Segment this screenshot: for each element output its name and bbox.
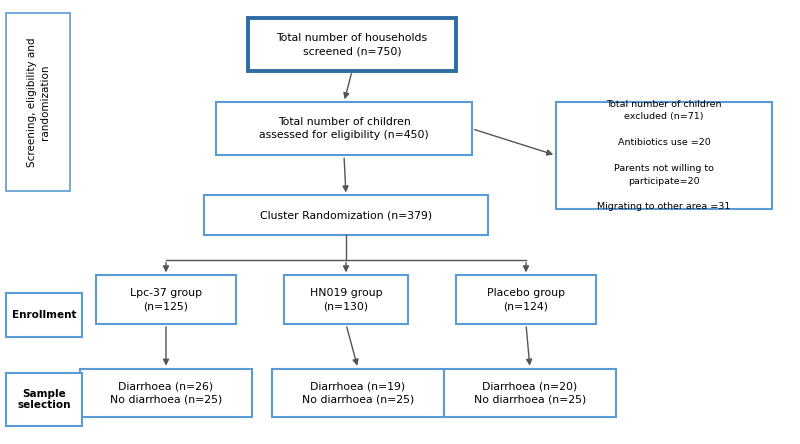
FancyBboxPatch shape [444, 369, 616, 417]
Text: Placebo group
(n=124): Placebo group (n=124) [487, 288, 565, 311]
Text: Diarrhoea (n=20)
No diarrhoea (n=25): Diarrhoea (n=20) No diarrhoea (n=25) [474, 381, 586, 404]
FancyBboxPatch shape [284, 275, 408, 324]
FancyBboxPatch shape [248, 18, 456, 71]
FancyBboxPatch shape [204, 195, 488, 235]
Text: Total number of children
excluded (n=71)

Antibiotics use =20

Parents not willi: Total number of children excluded (n=71)… [598, 99, 730, 211]
FancyBboxPatch shape [6, 373, 82, 426]
FancyBboxPatch shape [96, 275, 236, 324]
Text: Enrollment: Enrollment [12, 310, 77, 320]
Text: Diarrhoea (n=26)
No diarrhoea (n=25): Diarrhoea (n=26) No diarrhoea (n=25) [110, 381, 222, 404]
FancyBboxPatch shape [6, 13, 70, 191]
Text: Total number of households
screened (n=750): Total number of households screened (n=7… [277, 33, 427, 56]
Text: HN019 group
(n=130): HN019 group (n=130) [310, 288, 382, 311]
Text: Sample
selection: Sample selection [18, 389, 71, 410]
FancyBboxPatch shape [456, 275, 596, 324]
FancyBboxPatch shape [6, 293, 82, 337]
Text: Lpc-37 group
(n=125): Lpc-37 group (n=125) [130, 288, 202, 311]
FancyBboxPatch shape [80, 369, 252, 417]
Text: Screening, eligibility and
randomization: Screening, eligibility and randomization [26, 37, 50, 167]
Text: Diarrhoea (n=19)
No diarrhoea (n=25): Diarrhoea (n=19) No diarrhoea (n=25) [302, 381, 414, 404]
Text: Total number of children
assessed for eligibility (n=450): Total number of children assessed for el… [259, 117, 429, 140]
FancyBboxPatch shape [272, 369, 444, 417]
FancyBboxPatch shape [216, 102, 472, 155]
FancyBboxPatch shape [556, 102, 772, 209]
Text: Cluster Randomization (n=379): Cluster Randomization (n=379) [260, 210, 432, 220]
